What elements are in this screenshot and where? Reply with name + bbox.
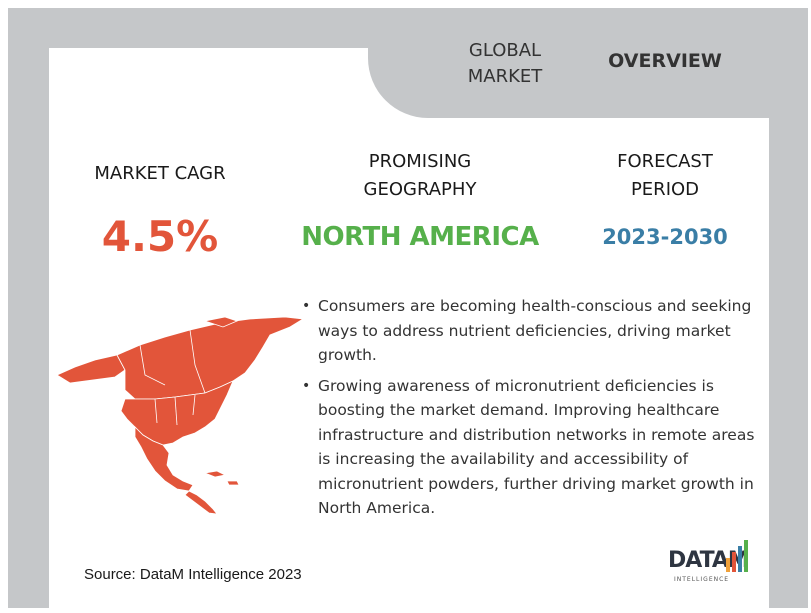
market-cagr-value: 4.5% [101,212,219,261]
global-market-heading: GLOBAL MARKET [467,40,543,87]
market-cagr-label: MARKET CAGR [94,163,226,184]
promising-geography-value: NORTH AMERICA [301,222,539,252]
promising-geography-label: PROMISING GEOGRAPHY [363,151,477,200]
overview-heading: OVERVIEW [608,50,722,72]
list-item: • Consumers are becoming health-conscious… [298,294,768,368]
north-america-map-icon [56,316,305,515]
content-card [49,48,769,608]
logo-bars-icon [726,540,748,572]
header-tab [368,8,808,118]
key-points-list: • Consumers are becoming health-conscious… [298,294,768,527]
forecast-period-label: FORECAST PERIOD [617,151,713,200]
list-item: • Growing awareness of micronutrient defi… [298,374,768,521]
forecast-period-value: 2023-2030 [602,225,728,249]
bullet-icon: • [302,377,311,394]
logo-subtitle: INTELLIGENCE [674,576,730,583]
bullet-text: Consumers are becoming health-conscious … [318,297,752,364]
datam-logo: DATAM INTELLIGENCE [668,538,758,588]
source-note: Source: DataM Intelligence 2023 [84,566,302,583]
bullet-icon: • [302,298,311,314]
logo-wordmark: DATAM [668,548,750,573]
bullet-text: Growing awareness of micronutrient defic… [318,376,755,518]
